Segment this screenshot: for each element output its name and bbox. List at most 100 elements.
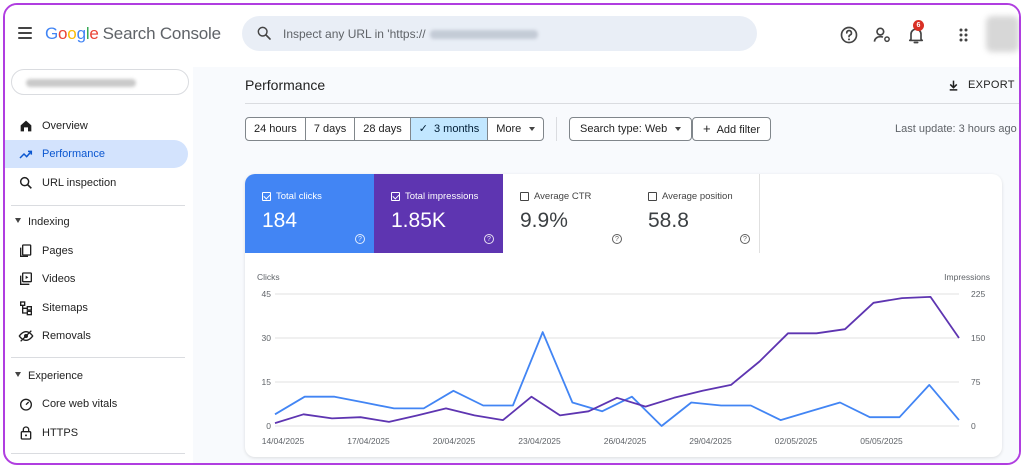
logo[interactable]: Google Search Console [45,24,221,44]
sidebar-item-videos[interactable]: Videos [5,265,188,293]
help-icon[interactable]: ? [484,234,494,244]
metric-average-ctr[interactable]: Average CTR 9.9% ? [503,174,632,253]
range-24-hours[interactable]: 24 hours [246,118,306,140]
lock-icon [20,426,32,440]
sitemaps-icon [19,301,32,316]
right-axis-label: Impressions [944,272,990,282]
clicks-series-line [274,331,960,427]
sidebar-item-label: HTTPS [42,427,79,439]
checkbox-checked[interactable] [262,192,271,201]
performance-card: Total clicks 184 ? Total impressions 1.8… [245,174,1002,457]
sidebar-divider [11,205,185,206]
add-filter-button[interactable]: + Add filter [692,117,772,141]
performance-chart: Clicks Impressions 0 0 15 75 30 150 45 225 14/04/2… [257,272,990,446]
search-icon [257,26,271,40]
logo-letter: g [76,24,86,43]
sidebar-item-https[interactable]: HTTPS [5,419,188,447]
export-button[interactable]: EXPORT [947,75,1015,95]
help-icon[interactable]: ? [740,234,750,244]
help-icon[interactable]: ? [355,234,365,244]
page-title: Performance [245,77,326,93]
plus-icon: + [703,121,711,136]
search-icon [19,176,32,189]
main-content: Performance EXPORT 24 hours 7 days 28 da… [193,67,1019,463]
videos-icon [20,272,32,285]
chevron-down-icon [675,127,682,132]
sidebar-item-label: Core web vitals [42,398,118,410]
manage-users-icon[interactable] [872,25,892,45]
redacted-property [26,79,136,87]
metric-value: 1.85K [391,209,446,232]
left-tick-label: 45 [262,289,272,299]
app-window: Google Search Console Inspect any URL in … [3,3,1021,465]
export-label: EXPORT [968,79,1015,91]
sidebar-item-performance[interactable]: Performance [5,140,188,168]
metric-total-clicks[interactable]: Total clicks 184 ? [245,174,374,253]
checkbox-unchecked[interactable] [648,192,657,201]
section-title: Indexing [28,216,70,228]
menu-icon[interactable] [18,27,32,39]
check-icon: ✓ [418,123,428,135]
trending-icon [19,150,33,159]
chevron-down-icon [15,218,21,223]
metric-label-row: Average position [648,191,733,202]
sidebar-item-label: Videos [42,273,76,285]
x-tick-label: 14/04/2025 [262,436,305,446]
search-placeholder-text: Inspect any URL in 'https:// [283,27,426,41]
removals-icon [18,330,34,342]
sidebar-item-sitemaps[interactable]: Sitemaps [5,294,188,322]
range-28-days[interactable]: 28 days [355,118,411,140]
help-icon[interactable]: ? [612,234,622,244]
sidebar: Overview Performance URL inspection Inde… [5,67,193,463]
x-tick-label: 29/04/2025 [689,436,732,446]
add-filter-label: Add filter [716,124,761,136]
metric-value: 58.8 [648,209,689,232]
sidebar-item-label: Overview [42,120,88,132]
gauge-icon [20,398,32,411]
section-title: Experience [28,370,84,382]
sidebar-item-core-web-vitals[interactable]: Core web vitals [5,390,188,418]
apps-grid-icon[interactable] [956,25,976,45]
range-label: 3 months [433,123,480,135]
metric-label: Average position [662,191,733,202]
url-inspect-search[interactable]: Inspect any URL in 'https:// [242,16,757,51]
right-tick-label: 75 [971,377,981,387]
range-7-days[interactable]: 7 days [306,118,356,140]
chevron-down-icon [529,127,536,132]
notification-badge: 6 [913,20,924,31]
logo-letter: G [45,24,59,43]
sidebar-item-pages[interactable]: Pages [5,237,188,265]
range-more-dropdown[interactable]: More [488,118,543,140]
help-icon[interactable] [839,25,859,45]
sidebar-divider [11,453,185,454]
section-experience[interactable]: Experience [5,364,188,388]
sidebar-item-label: Pages [42,245,74,257]
metric-label: Total impressions [405,191,479,202]
sidebar-item-removals[interactable]: Removals [5,322,188,350]
section-indexing[interactable]: Indexing [5,210,188,234]
metric-average-position[interactable]: Average position 58.8 ? [631,174,760,253]
sidebar-item-label: Removals [42,330,91,342]
property-selector[interactable] [11,69,189,95]
left-tick-label: 30 [262,333,272,343]
right-tick-label: 150 [971,333,985,343]
x-tick-label: 02/05/2025 [775,436,818,446]
sidebar-item-url-inspection[interactable]: URL inspection [5,169,188,197]
checkbox-checked[interactable] [391,192,400,201]
top-bar: Google Search Console Inspect any URL in … [5,5,1019,67]
sidebar-item-overview[interactable]: Overview [5,112,188,140]
redacted-url [429,30,538,40]
search-type-label: Search type: Web [580,123,668,135]
metric-total-impressions[interactable]: Total impressions 1.85K ? [374,174,503,253]
x-tick-label: 23/04/2025 [518,436,561,446]
logo-letter: l [85,24,90,43]
checkbox-unchecked[interactable] [520,192,529,201]
range-3-months[interactable]: ✓ 3 months [410,118,489,140]
range-label: More [496,123,522,135]
download-icon [949,80,958,91]
search-type-filter[interactable]: Search type: Web [569,117,693,141]
left-tick-label: 15 [262,377,272,387]
toolbar-divider [556,117,557,141]
metric-label-row: Total clicks [262,191,322,202]
avatar[interactable] [986,16,1019,52]
